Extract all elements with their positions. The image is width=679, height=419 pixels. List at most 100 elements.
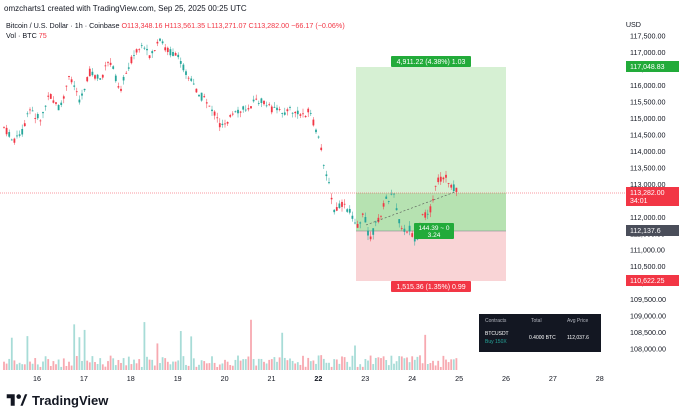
candle-body — [164, 47, 167, 51]
candle-body — [356, 224, 359, 228]
positions-panel[interactable]: Contracts Total Avg Price BTCUSDT Buy 15… — [479, 314, 601, 352]
candle-body — [31, 110, 34, 112]
candle-body — [208, 105, 211, 107]
candle-body — [133, 55, 135, 56]
volume-bar — [260, 358, 263, 370]
volume-bar — [8, 358, 11, 370]
volume-bar — [88, 362, 91, 370]
volume-bar — [192, 358, 195, 370]
candle-body — [442, 177, 445, 180]
volume-bar — [242, 359, 245, 370]
candle-body — [148, 55, 151, 59]
volume-bar — [398, 356, 401, 370]
volume-bar — [380, 358, 382, 370]
volume-bar — [125, 365, 128, 370]
volume-bar — [247, 356, 250, 370]
volume-bar — [263, 361, 265, 370]
candle-body — [333, 209, 336, 213]
price-tick-label: 114,000.00 — [630, 147, 665, 156]
volume-bar — [10, 337, 13, 370]
candle-body — [60, 102, 63, 106]
volume-bar — [434, 365, 437, 370]
panel-header-contracts: Contracts — [485, 318, 507, 324]
volume-bar — [177, 360, 180, 370]
panel-header-total: Total — [531, 318, 542, 324]
volume-label[interactable]: Vol · BTC — [6, 31, 37, 40]
candle-body — [250, 106, 252, 109]
stop-zone[interactable] — [356, 231, 506, 281]
currency-label: USD — [625, 20, 641, 29]
candle-body — [312, 119, 315, 126]
price-tick-label: 116,000.00 — [630, 81, 665, 90]
candle-body — [23, 123, 26, 127]
candle-body — [380, 215, 382, 217]
volume-bar — [96, 363, 99, 370]
volume-bar — [130, 364, 133, 370]
volume-bar — [426, 364, 429, 370]
volume-bar — [166, 361, 169, 370]
volume-bar — [452, 359, 455, 370]
volume-bar — [101, 364, 104, 370]
volume-bar — [276, 361, 278, 370]
candle-body — [99, 78, 102, 80]
candle-body — [322, 164, 325, 166]
candle-body — [382, 203, 385, 207]
candle-body — [78, 99, 81, 103]
candle-body — [3, 126, 5, 128]
volume-bar — [73, 324, 76, 370]
volume-bar — [359, 364, 362, 370]
candle-body — [439, 176, 442, 182]
volume-bar — [390, 355, 393, 370]
volume-bar — [335, 359, 338, 370]
time-tick-label: 22 — [314, 374, 322, 383]
volume-bar — [338, 363, 341, 370]
candle-body — [187, 77, 190, 79]
candle-body — [185, 71, 187, 75]
volume-bar — [47, 359, 50, 370]
volume-bar — [120, 362, 122, 370]
candle-body — [346, 209, 349, 212]
stop-label-badge — [391, 281, 471, 292]
candle-body — [21, 128, 24, 135]
volume-bar — [450, 359, 453, 370]
candle-body — [263, 100, 265, 105]
candle-body — [8, 132, 11, 137]
candle-body — [239, 111, 242, 113]
candle-body — [351, 215, 354, 219]
candle-body — [437, 177, 440, 183]
volume-bar — [62, 358, 65, 370]
volume-bar — [112, 358, 115, 370]
volume-bar — [265, 363, 268, 370]
time-tick-label: 20 — [221, 374, 229, 383]
volume-bar — [354, 345, 356, 370]
volume-bar — [140, 366, 143, 370]
candle-body — [174, 53, 177, 56]
volume-bar — [330, 366, 333, 370]
volume-bar — [367, 360, 369, 370]
candle-body — [18, 134, 21, 136]
volume-bar — [393, 363, 395, 370]
candle-body — [75, 91, 78, 93]
candle-body — [252, 99, 255, 102]
volume-bar — [216, 366, 219, 370]
volume-bar — [213, 362, 216, 370]
time-tick-label: 26 — [502, 374, 510, 383]
volume-bar — [55, 364, 57, 370]
volume-bar — [312, 360, 315, 370]
time-axis: 16 17 18 19 20 21 22 23 24 25 26 27 28 — [33, 374, 604, 383]
time-tick-label: 24 — [408, 374, 416, 383]
time-tick-label: 23 — [361, 374, 369, 383]
symbol-name[interactable]: Bitcoin / U.S. Dollar · 1h · Coinbase — [6, 21, 120, 30]
price-tick-label: 117,500.00 — [630, 32, 665, 41]
candle-body — [36, 113, 39, 119]
time-tick-label: 19 — [174, 374, 182, 383]
volume-bar — [200, 360, 203, 370]
volume-bar — [455, 358, 458, 370]
volume-bar — [255, 365, 258, 370]
candle-body — [161, 41, 164, 44]
volume-bar — [411, 356, 414, 370]
time-tick-label: 21 — [268, 374, 276, 383]
volume-bar — [304, 366, 307, 370]
stop-price-badge — [626, 275, 679, 286]
